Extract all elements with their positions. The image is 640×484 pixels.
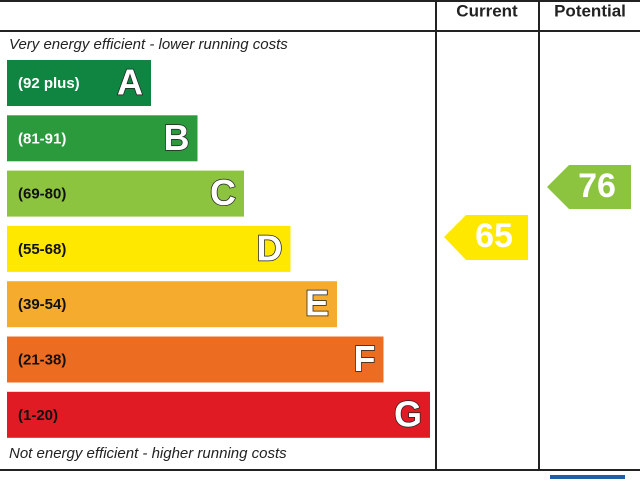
frame: [0, 0, 640, 471]
current-arrow: [444, 215, 528, 260]
current-score: 65: [475, 217, 513, 255]
band-bar: [7, 60, 151, 106]
band-bar: [7, 225, 291, 272]
band-range: (81-91): [18, 130, 66, 147]
band-bar: [7, 170, 244, 217]
band-letter: C: [210, 172, 236, 213]
band-range: (69-80): [18, 186, 66, 203]
band-range: (1-20): [18, 407, 58, 424]
top-note: Very energy efficient - lower running co…: [9, 36, 288, 53]
band-range: (92 plus): [18, 75, 80, 92]
band-bar: [7, 391, 430, 438]
current-header: Current: [456, 1, 518, 20]
potential-header: Potential: [554, 1, 626, 20]
band-letter: D: [257, 227, 283, 268]
footer-tab: [550, 475, 625, 479]
band-letter: F: [354, 338, 376, 379]
band-letter: A: [117, 62, 143, 103]
bottom-note: Not energy efficient - higher running co…: [9, 445, 287, 462]
potential-arrow: [547, 165, 631, 209]
band-bar: [7, 115, 198, 162]
band-range: (55-68): [18, 241, 66, 258]
band-letter: E: [305, 283, 329, 324]
band-bar: [7, 281, 337, 328]
band-letter: G: [394, 393, 422, 434]
potential-score: 76: [578, 167, 616, 205]
band-range: (21-38): [18, 351, 66, 368]
band-letter: B: [164, 117, 190, 158]
band-range: (39-54): [18, 296, 66, 313]
band-bar: [7, 336, 384, 383]
